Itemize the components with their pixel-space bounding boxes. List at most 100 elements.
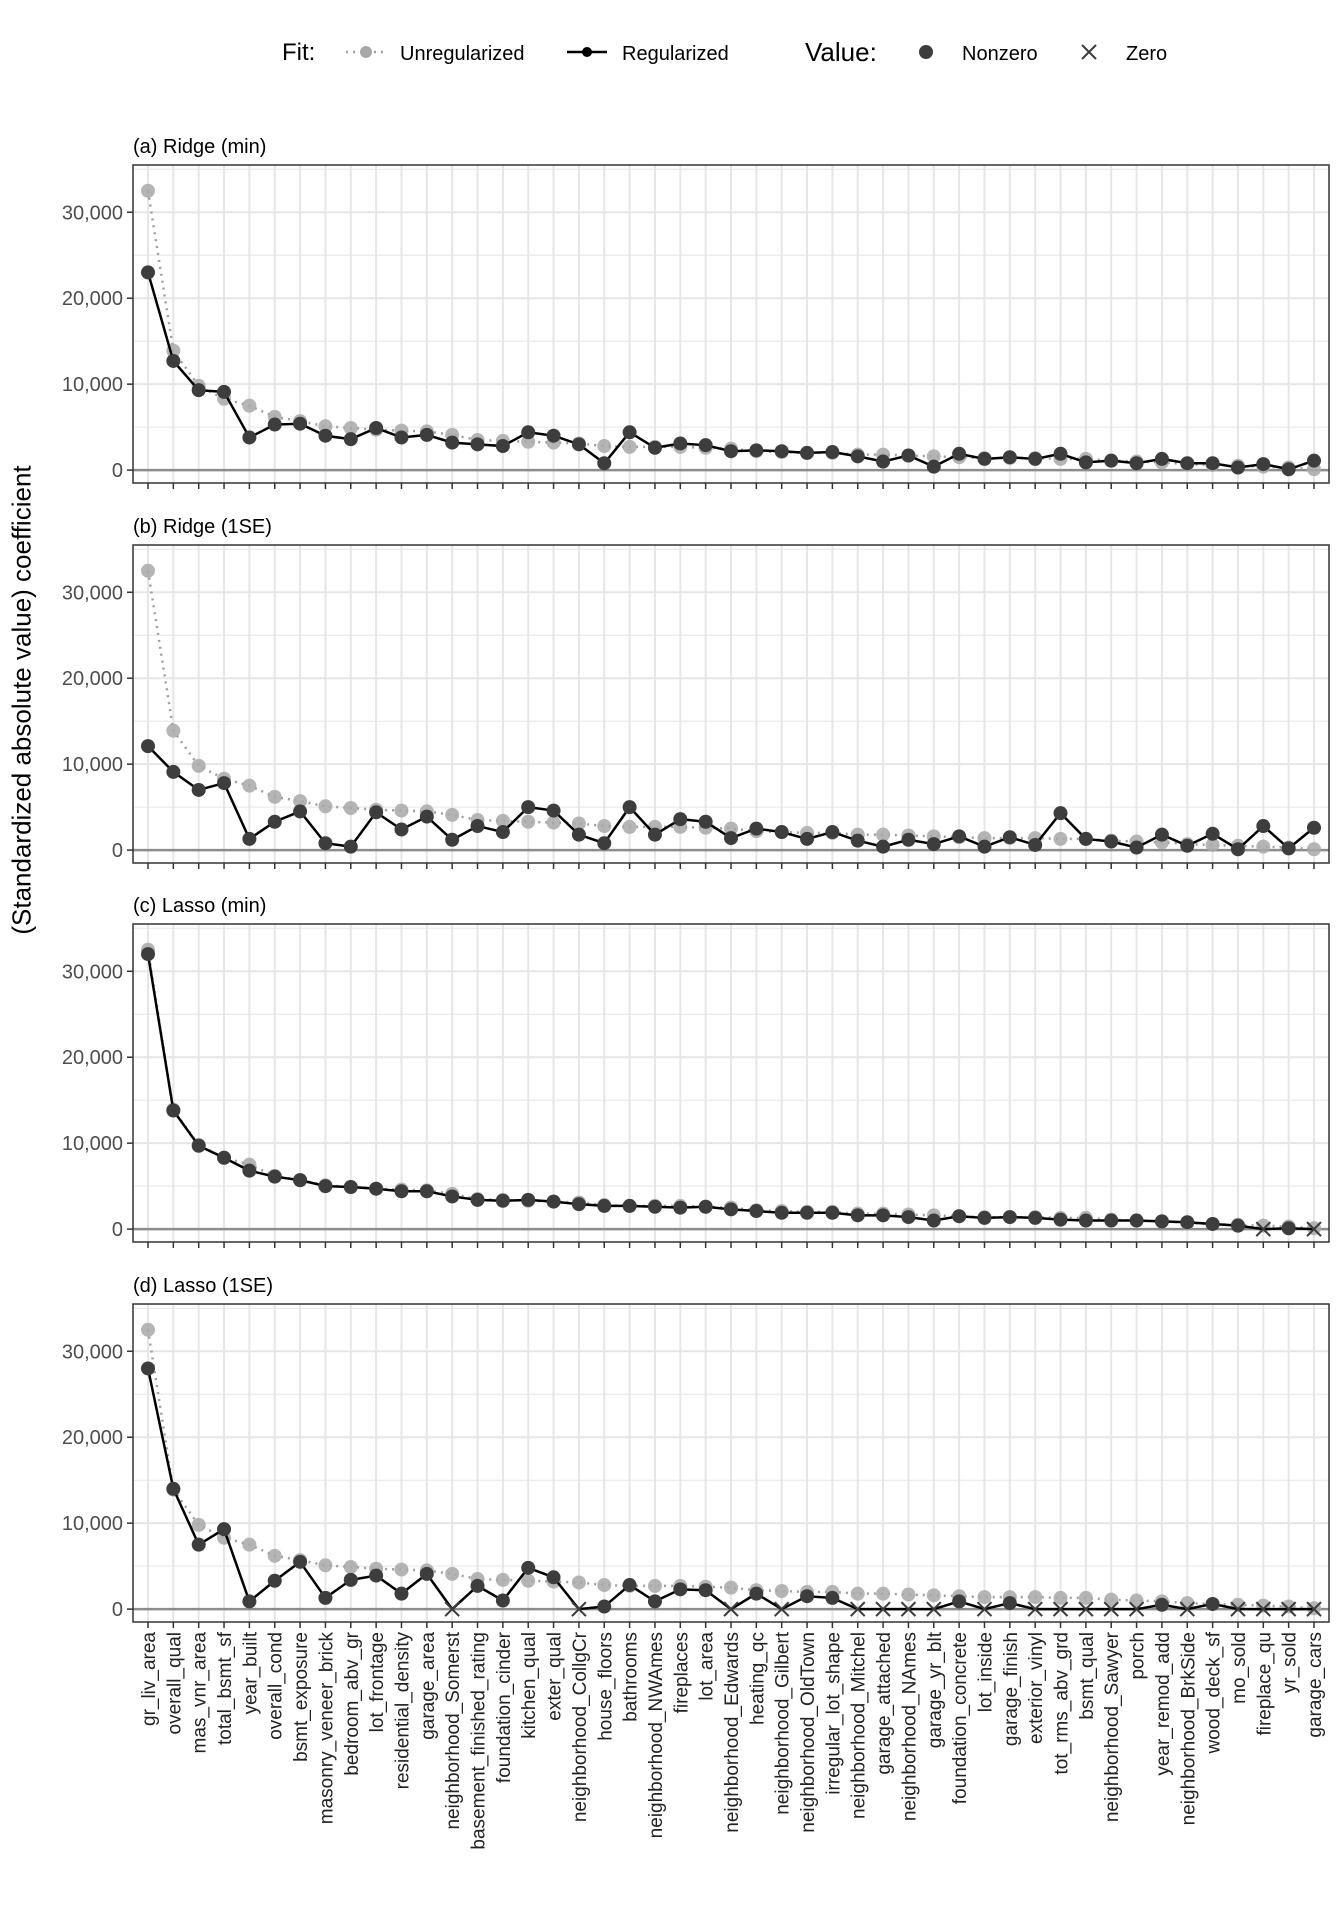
regularized-point [724,444,738,459]
unregularized-point [571,816,586,831]
regularized-point [267,417,282,432]
x-tick-label: irregular_lot_shape [823,1632,844,1795]
regularized-point [1205,826,1220,841]
regularized-point [800,1205,815,1220]
regularized-point [901,1210,916,1225]
regularized-point [1129,456,1144,471]
regularized-point [698,1199,713,1214]
regularized-point [343,1179,358,1194]
unregularized-point [521,1573,536,1588]
regularized-point [191,383,206,398]
regularized-point [191,1537,206,1552]
x-tick-label: lot_inside [975,1632,996,1712]
zero-marker-stroke [773,1601,790,1617]
regularized-point [952,829,967,844]
unregularized-point [242,1537,257,1552]
regularized-point [1205,456,1220,471]
unregularized-point [1104,1592,1119,1607]
unregularized-point [546,815,561,830]
unregularized-point [445,807,460,822]
regularized-point [800,1589,815,1604]
regularized-point [1078,831,1093,846]
regularized-point [242,831,257,846]
unregularized-point [242,398,257,413]
zero-marker-stroke [1179,1601,1195,1617]
regularized-point [800,445,815,460]
regularized-point [419,1566,434,1581]
regularized-point [622,425,637,440]
zero-marker-stroke [1280,1601,1297,1617]
zero-marker-stroke [900,1601,917,1617]
zero-point-marker [900,1601,917,1617]
x-tick-label: neighborhood_BrkSide [1178,1632,1199,1825]
zero-point-marker [850,1601,866,1617]
regularized-point [293,1554,308,1569]
unregularized-point [1053,1590,1068,1605]
regularized-point [1154,451,1169,466]
regularized-point [470,437,485,452]
unregularized-point [267,789,282,804]
x-tick-label: foundation_concrete [950,1632,971,1804]
regularized-point [1154,1597,1169,1612]
regularized-point [1078,455,1093,470]
regularized-point [698,1583,713,1598]
y-tick-label: 30,000 [62,202,123,224]
regularized-point [166,353,181,368]
unregularized-point [394,1562,409,1577]
regularized-point [470,819,485,834]
unregularized-point [445,1566,460,1581]
unregularized-point [1078,1590,1093,1605]
zero-point-marker [875,1601,891,1617]
regularized-point [749,1204,764,1219]
legend-nonzero-label: Nonzero [962,43,1038,65]
unregularized-point [191,758,206,773]
regularized-point [191,782,206,797]
x-tick-label: bedroom_abv_gr [342,1631,363,1775]
regularized-point [1104,453,1119,468]
regularized-point [622,800,637,815]
regularized-point [774,825,789,840]
unregularized-point [647,1578,662,1593]
zero-marker-stroke [1128,1601,1145,1617]
regularized-point [774,444,789,459]
regularized-point [495,1193,510,1208]
regularized-point [1002,1596,1017,1611]
regularized-point [647,440,662,455]
unregularized-point [1205,837,1220,852]
regularized-point [1281,462,1296,477]
unregularized-point [724,1580,738,1595]
regularized-point [1154,827,1169,842]
regularized-point [343,1572,358,1587]
unregularized-point [242,778,257,793]
legend-value-title: Value: [805,37,877,67]
unregularized-line [146,1329,1315,1610]
panel-1: (a) Ridge (min) 0 10,000 20,000 30,000 [62,136,1330,489]
x-tick-label: bsmt_exposure [291,1632,312,1762]
x-tick-label: house_floors [595,1632,616,1741]
regularized-point [698,814,713,829]
zero-marker-stroke [926,1601,942,1617]
legend-regularized-key-point [582,47,592,57]
regularized-point [1307,820,1321,835]
panel-title: (a) Ridge (min) [133,136,266,158]
y-tick-label: 0 [112,460,123,482]
zero-marker-stroke [1306,1601,1322,1617]
regularized-point [1180,1215,1195,1230]
regularized-point [1002,450,1017,465]
regularized-point [952,1594,967,1609]
regularized-point [926,1213,941,1228]
zero-point-marker [926,1601,942,1617]
unregularized-point [521,814,536,829]
x-tick-label: fireplace_qu [1254,1632,1275,1736]
x-tick-label: year_built [240,1631,261,1714]
x-tick-label: neighborhood_NWAmes [646,1632,667,1838]
unregularized-point [394,803,409,818]
panel-title: (b) Ridge (1SE) [133,516,272,538]
legend-fit-title: Fit: [282,39,315,66]
unregularized-point [597,819,612,834]
unregularized-point [876,1586,891,1601]
regularized-point [597,456,612,471]
regularized-point [1256,819,1271,834]
regularized-point [1180,456,1195,471]
zero-point-marker [1230,1601,1246,1617]
